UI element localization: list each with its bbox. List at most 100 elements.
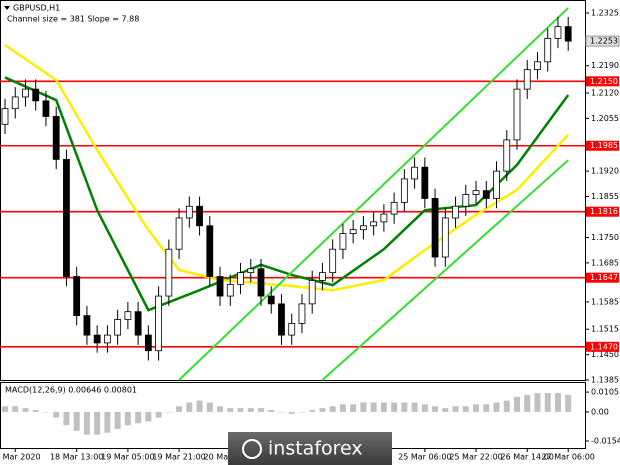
macd-bar [554, 393, 561, 412]
level-label: 1.2150 [590, 77, 618, 86]
candle-body [554, 26, 562, 39]
candle-body [185, 205, 193, 219]
candle-body [400, 178, 408, 203]
y-tick-label: 1.2120 [591, 89, 619, 98]
macd-bar [370, 402, 377, 412]
candle-body [441, 217, 449, 258]
macd-bar [42, 411, 49, 413]
candle-body [73, 276, 81, 316]
macd-bar [227, 408, 234, 412]
watermark-box [228, 432, 392, 465]
y-tick-label: -0.0154 [591, 437, 620, 446]
macd-bar [309, 410, 316, 412]
candle-body [523, 69, 531, 90]
macd-bar [298, 411, 305, 413]
plot-layer: 1.2325 1.2190 1.2120 1.2055 1.1920 1.1855 1.17… [0, 7, 620, 462]
candle-body [124, 311, 132, 320]
candle-body [462, 194, 470, 207]
candle-body [411, 166, 419, 180]
macd-bar [432, 406, 439, 412]
macd-bar [483, 404, 490, 412]
macd-bar [401, 402, 408, 412]
current-price: 1.2253 [590, 37, 618, 46]
candle-body [329, 248, 337, 274]
macd-bar [12, 406, 19, 412]
y-tick-label: 1.1385 [591, 376, 619, 385]
macd-bar [319, 408, 326, 412]
candle-body [298, 303, 306, 324]
x-tick-label: 19 Mar 21:00 [152, 453, 205, 462]
candle-body [32, 88, 40, 102]
macd-bar [32, 410, 39, 412]
macd-bar [503, 400, 510, 412]
macd-bar [114, 411, 121, 429]
watermark: instaforex [268, 438, 363, 460]
y-tick-label: 1.2055 [591, 114, 619, 123]
macd-bar [391, 402, 398, 412]
macd-bar [145, 411, 152, 422]
macd-bar [22, 408, 29, 412]
macd-bar [329, 406, 336, 412]
candle-body [114, 319, 122, 336]
level-tag [586, 206, 619, 217]
candle-body [1, 108, 9, 125]
main-frame [0, 0, 586, 381]
macd-bar [73, 411, 80, 431]
level-label: 1.1816 [590, 207, 618, 216]
y-tick-label: 1.1920 [591, 167, 619, 176]
candle-body [267, 295, 275, 305]
macd-bar [135, 411, 142, 424]
candle-body [544, 37, 552, 63]
candle-body [431, 198, 439, 258]
candle-body [134, 311, 142, 336]
candle-body [83, 315, 91, 336]
candle-body [339, 233, 347, 250]
level-label: 1.1647 [590, 273, 618, 282]
candle-body [503, 139, 511, 172]
x-tick-label: 27 Mar 06:00 [541, 453, 594, 462]
candle-body [237, 272, 244, 285]
macd-bar [217, 406, 224, 412]
candle-body [257, 268, 265, 297]
x-tick-label: 19 Mar 05:00 [101, 453, 154, 462]
overlay-line [4, 76, 570, 312]
candle-body [493, 170, 500, 199]
level-label: 1.1470 [590, 342, 618, 351]
macd-bar [339, 404, 346, 412]
y-tick-label: 1.2190 [591, 61, 619, 70]
candle-body [22, 88, 29, 98]
macd-bar [421, 404, 428, 412]
candle-body [155, 295, 163, 352]
chart-subtitle: Channel size = 381 Slope = 7.88 [7, 15, 139, 24]
macd-bar [278, 411, 285, 413]
level-tag [586, 140, 619, 151]
x-tick-label: 25 Mar 06:00 [398, 453, 451, 462]
macd-bar [288, 411, 295, 414]
macd-bar [350, 404, 357, 412]
overlay-line [321, 159, 569, 381]
candle-body [278, 303, 285, 336]
candle-body [247, 268, 255, 274]
level-tag [586, 76, 619, 87]
candle-body [370, 221, 378, 227]
candle-body [513, 88, 521, 141]
macd-bar [186, 402, 193, 412]
macd-bar [493, 402, 500, 412]
watermark-logo [242, 439, 262, 459]
macd-bar [462, 406, 469, 412]
candle-body [93, 334, 101, 344]
macd-bar [268, 410, 275, 412]
macd-bar [411, 402, 418, 412]
candle-body [319, 272, 326, 281]
macd-bar [380, 402, 387, 412]
candle-body [42, 100, 50, 117]
macd-bar [258, 408, 264, 412]
macd-bar [565, 394, 572, 412]
candle-body [206, 225, 214, 277]
candle-body [308, 280, 316, 305]
macd-bar [534, 393, 541, 412]
y-tick-label: 1.1515 [591, 325, 619, 334]
level-label: 1.1985 [590, 141, 618, 150]
